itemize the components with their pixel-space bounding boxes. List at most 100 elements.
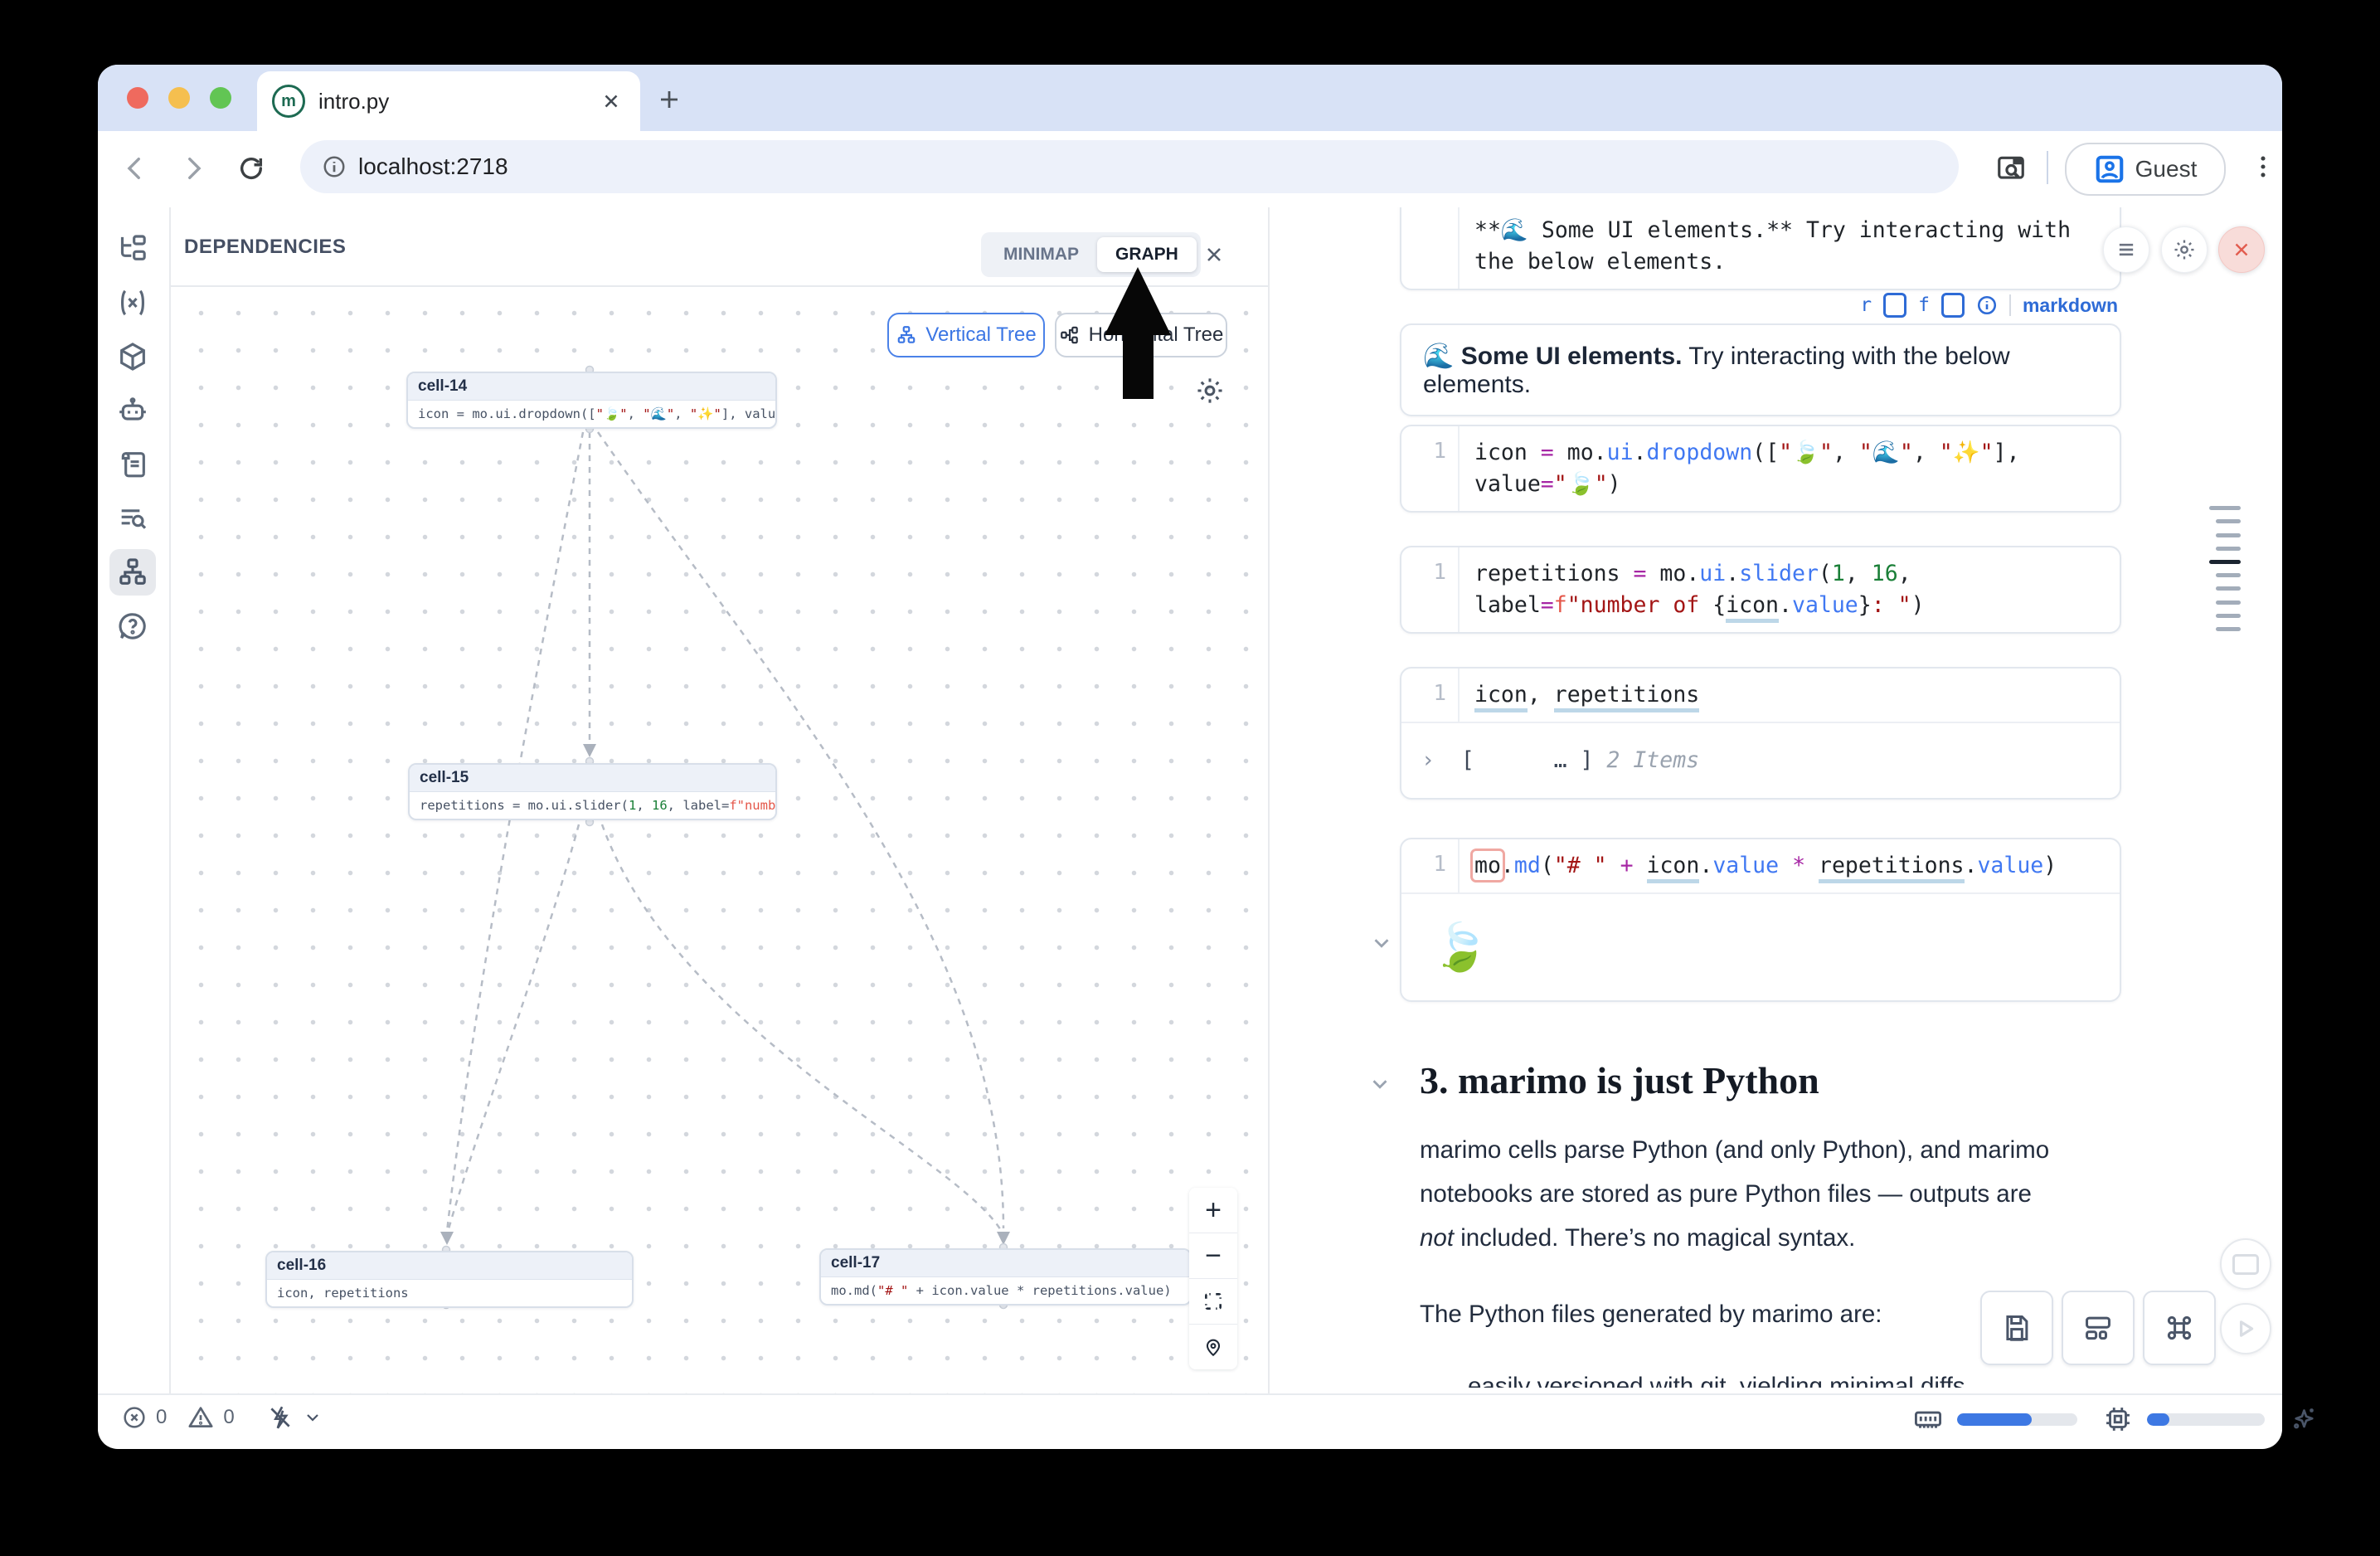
cell-output-collapsed-list[interactable]: › [ … ] 2 Items [1421, 747, 1700, 773]
sidebar-item-help[interactable] [109, 603, 156, 649]
f-lang-toggle[interactable]: f [1918, 294, 1930, 316]
play-icon [2239, 1320, 2254, 1337]
graph-node-cell-16[interactable]: cell-16 icon, repetitions [265, 1251, 634, 1308]
minimap-cell-marker[interactable] [2216, 627, 2241, 631]
panel-view-switch: MINIMAP GRAPH [981, 232, 1201, 277]
f-lang-checkbox[interactable] [1940, 293, 1965, 318]
forward-button[interactable] [179, 154, 207, 182]
keyboard-shortcuts-button[interactable] [2143, 1291, 2216, 1365]
sidebar-item-dependencies[interactable] [109, 549, 156, 596]
tab-minimap[interactable]: MINIMAP [1003, 245, 1079, 264]
zoom-in-button[interactable]: + [1189, 1188, 1237, 1233]
layout-icon [2086, 1316, 2110, 1340]
shutdown-button[interactable] [2218, 226, 2265, 273]
vertical-tree-button[interactable]: Vertical Tree [887, 313, 1045, 357]
memory-usage-bar [1957, 1413, 2077, 1426]
panel-close-icon[interactable] [1202, 243, 1226, 266]
markdown-source[interactable]: **🌊 Some UI elements.** Try interacting … [1474, 217, 2072, 275]
sidebar-item-file-explorer[interactable] [109, 226, 156, 272]
fullscreen-icon [1205, 1293, 1222, 1310]
site-info-icon[interactable] [322, 154, 347, 179]
browser-tab[interactable]: m intro.py [257, 71, 640, 131]
notebook-menu-button[interactable] [2103, 226, 2149, 273]
minimap-cell-marker-active[interactable] [2209, 560, 2241, 564]
code-cell-tuple[interactable]: 1 icon, repetitions › [ … ] 2 Items [1400, 667, 2121, 800]
code-cell-slider[interactable]: 1 repetitions = mo.ui.slider(1, 16, labe… [1400, 546, 2121, 634]
cpu-icon[interactable] [2102, 1403, 2134, 1435]
stop-button[interactable] [2220, 1238, 2271, 1290]
save-file-button[interactable] [1980, 1291, 2053, 1365]
locate-button[interactable] [1189, 1325, 1237, 1369]
memory-usage-fill [1957, 1413, 2032, 1426]
memory-icon[interactable] [1912, 1403, 1944, 1435]
tab-close-icon[interactable] [600, 90, 622, 112]
collapse-chevron-icon[interactable] [1369, 931, 1394, 955]
autorun-off-icon[interactable] [266, 1403, 294, 1432]
horizontal-tree-icon [1060, 326, 1078, 344]
minimap-cell-marker[interactable] [2216, 547, 2241, 551]
fit-view-button[interactable] [1189, 1279, 1237, 1325]
location-pin-icon [1206, 1339, 1221, 1357]
search-tabs-icon[interactable] [1995, 153, 2027, 184]
graph-zoom-controls: + − [1189, 1188, 1237, 1369]
minimap-cell-marker[interactable] [2216, 533, 2241, 537]
sidebar-item-logs[interactable] [109, 495, 156, 542]
code-editor[interactable]: mo.md("# " + icon.value * repetitions.va… [1460, 839, 2072, 892]
code-cell-md-output[interactable]: 1 mo.md("# " + icon.value * repetitions.… [1400, 838, 2121, 1002]
warning-count[interactable]: 0 [223, 1406, 235, 1428]
minimap-cell-marker[interactable] [2216, 601, 2241, 605]
error-count[interactable]: 0 [156, 1406, 168, 1428]
reload-button[interactable] [237, 154, 265, 182]
code-cell-dropdown[interactable]: 1 icon = mo.ui.dropdown(["🍃", "🌊", "✨"],… [1400, 425, 2121, 513]
info-icon[interactable] [1976, 294, 1998, 316]
url-text: localhost:2718 [358, 153, 508, 179]
graph-settings-gear-icon[interactable] [1194, 375, 1226, 406]
panel-right-divider [1268, 207, 1270, 1393]
rendered-markdown: 🌊 Some UI elements. Try interacting with… [1423, 342, 2010, 398]
code-editor[interactable]: icon, repetitions [1460, 669, 1714, 722]
graph-edges [440, 365, 1010, 1310]
sidebar-item-scratchpad[interactable] [109, 441, 156, 488]
tab-graph[interactable]: GRAPH [1097, 237, 1197, 272]
minimap-cell-marker[interactable] [2209, 506, 2241, 510]
node-title: cell-15 [410, 765, 775, 792]
minimap-cell-marker[interactable] [2216, 519, 2241, 523]
traffic-light-close[interactable] [127, 87, 148, 109]
chevron-down-icon[interactable] [303, 1408, 323, 1427]
tab-title: intro.py [318, 88, 390, 114]
dependency-graph-canvas[interactable] [171, 286, 1269, 1393]
marimo-favicon-icon: m [272, 85, 305, 118]
r-lang-checkbox[interactable] [1883, 293, 1907, 318]
browser-menu-icon[interactable] [2249, 153, 2277, 181]
markdown-cell-editor[interactable]: 1 **🌊 Some UI elements.** Try interactin… [1400, 207, 2121, 290]
warnings-icon[interactable] [187, 1403, 215, 1432]
minimap-cell-marker[interactable] [2216, 573, 2241, 577]
minimap-cell-marker[interactable] [2216, 586, 2241, 591]
traffic-light-zoom[interactable] [210, 87, 231, 109]
zoom-out-button[interactable]: − [1189, 1233, 1237, 1279]
sidebar-item-variables[interactable] [109, 280, 156, 326]
layout-button[interactable] [2062, 1291, 2135, 1365]
notebook-settings-button[interactable] [2161, 226, 2208, 273]
graph-node-cell-14[interactable]: cell-14 icon = mo.ui.dropdown(["🍃", "🌊",… [406, 372, 777, 429]
ai-sparkle-icon[interactable] [2288, 1404, 2318, 1434]
graph-node-cell-15[interactable]: cell-15 repetitions = mo.ui.slider(1, 16… [408, 763, 777, 820]
run-button[interactable] [2220, 1303, 2271, 1354]
section-chevron-icon[interactable] [1367, 1072, 1392, 1096]
language-label[interactable]: markdown [2022, 294, 2118, 316]
sidebar-item-ai-assistant[interactable] [109, 387, 156, 434]
variables-icon [121, 289, 144, 316]
graph-node-cell-17[interactable]: cell-17 mo.md("# " + icon.value * repeti… [819, 1248, 1192, 1306]
minimap-cell-marker[interactable] [2216, 614, 2241, 618]
new-tab-button[interactable] [657, 87, 682, 112]
url-bar[interactable]: localhost:2718 [300, 140, 1959, 193]
profile-button[interactable]: Guest [2065, 143, 2226, 196]
code-editor[interactable]: icon = mo.ui.dropdown(["🍃", "🌊", "✨"], v… [1474, 440, 2020, 497]
save-icon [2006, 1315, 2028, 1341]
back-button[interactable] [121, 154, 149, 182]
code-editor[interactable]: repetitions = mo.ui.slider(1, 16, label=… [1460, 547, 1940, 632]
sidebar-item-packages[interactable] [109, 333, 156, 380]
traffic-light-minimize[interactable] [168, 87, 190, 109]
r-lang-toggle[interactable]: r [1860, 294, 1872, 316]
errors-icon[interactable] [121, 1404, 148, 1431]
